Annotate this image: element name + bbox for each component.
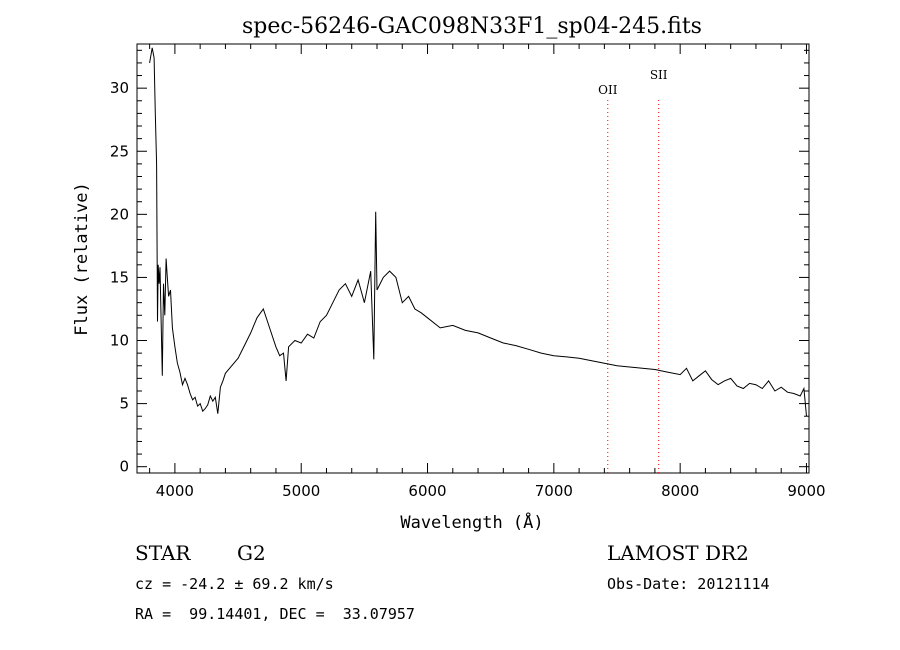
x-axis-label: Wavelength (Å) (400, 511, 543, 533)
survey-label: LAMOST DR2 (607, 541, 749, 565)
x-tick-label: 4000 (156, 482, 194, 500)
y-tick-label: 20 (110, 205, 129, 223)
coordinates: RA = 99.14401, DEC = 33.07957 (135, 605, 415, 623)
chart-title: spec-56246-GAC098N33F1_sp04-245.fits (242, 14, 702, 39)
spectrum-series-line (149, 47, 807, 417)
line-marker-label-sii: SII (650, 68, 668, 82)
subclass-label: G2 (237, 541, 266, 565)
x-tick-label: 6000 (408, 482, 446, 500)
class-label: STAR (135, 541, 191, 565)
y-axis-label: Flux (relative) (72, 182, 92, 336)
line-marker-label-oii: OII (598, 83, 618, 97)
x-tick-label: 7000 (535, 482, 573, 500)
line-markers: OII SII (598, 68, 668, 473)
y-tick-label: 0 (119, 458, 129, 476)
obs-date: Obs-Date: 20121114 (607, 575, 770, 593)
x-tick-label: 9000 (787, 482, 825, 500)
y-tick-label: 5 (119, 395, 129, 413)
y-tick-label: 30 (110, 79, 129, 97)
y-tick-label: 25 (110, 142, 129, 160)
cz-value: cz = -24.2 ± 69.2 km/s (135, 575, 334, 593)
y-tick-label: 15 (110, 268, 129, 286)
x-tick-labels: 4000 5000 6000 7000 8000 9000 (156, 482, 826, 500)
axis-ticks (137, 44, 809, 473)
y-tick-label: 10 (110, 332, 129, 350)
x-tick-label: 5000 (282, 482, 320, 500)
y-tick-labels: 0 5 10 15 20 25 30 (110, 79, 129, 476)
plot-frame (136, 43, 810, 474)
x-tick-label: 8000 (661, 482, 699, 500)
